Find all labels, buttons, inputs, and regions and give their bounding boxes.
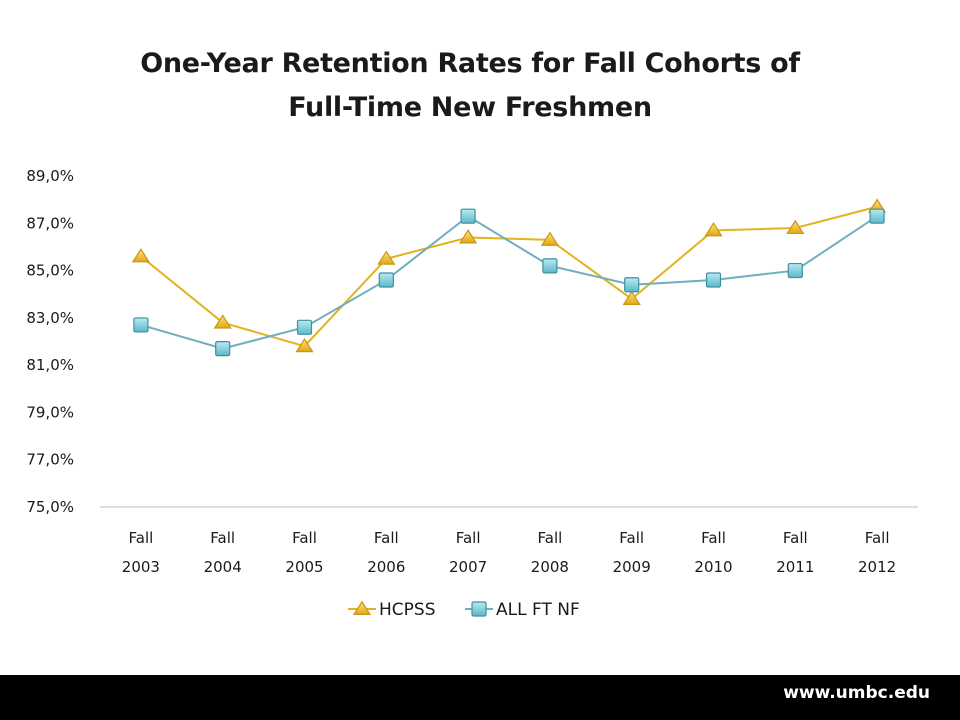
x-tick-label: 2003: [122, 558, 160, 576]
y-tick-label: 87,0%: [26, 214, 74, 232]
y-tick-label: 83,0%: [26, 309, 74, 327]
x-tick-label: 2008: [531, 558, 569, 576]
x-tick-label: Fall: [292, 529, 317, 547]
hcpss-point: [459, 229, 478, 244]
x-tick-label: Fall: [701, 529, 726, 547]
x-tick-label: 2010: [694, 558, 732, 576]
y-tick-label: 85,0%: [26, 262, 74, 280]
footer-url: www.umbc.edu: [783, 683, 930, 703]
hcpss-point: [540, 231, 559, 246]
x-tick-label: 2006: [367, 558, 405, 576]
hcpss-point: [377, 250, 396, 265]
x-tick-label: Fall: [374, 529, 399, 547]
y-tick-label: 81,0%: [26, 356, 74, 374]
chart-title-line-1: One-Year Retention Rates for Fall Cohort…: [140, 48, 800, 79]
series-line-all-ft-nf: [140, 214, 878, 350]
all-ft-nf-point: [133, 317, 149, 333]
hcpss-point: [295, 337, 314, 353]
all-ft-nf-point: [460, 208, 476, 224]
all-ft-nf-point: [869, 208, 885, 224]
legend-marker-hcpss: [352, 600, 372, 616]
all-ft-nf-point: [215, 340, 231, 357]
x-tick-label: Fall: [619, 529, 644, 547]
x-tick-label: Fall: [210, 529, 235, 547]
x-tick-label: Fall: [865, 529, 890, 547]
retention-line-chart: 75,0% 77,0% 79,0% 81,0% 83,0% 85,0% 87,0% 89,0%…: [26, 167, 918, 620]
footer-bar: www.umbc.edu: [0, 675, 960, 720]
x-tick-label: 2007: [449, 558, 487, 576]
x-tick-label: 2012: [858, 558, 896, 576]
x-tick-label: 2005: [285, 558, 323, 576]
chart-title-line-2: Full-Time New Freshmen: [288, 92, 652, 123]
all-ft-nf-point: [624, 277, 640, 293]
x-tick-label: Fall: [538, 529, 563, 547]
y-tick-label: 77,0%: [26, 451, 74, 469]
all-ft-nf-point: [705, 272, 722, 288]
x-tick-label: Fall: [456, 529, 481, 547]
legend-label-all-ft-nf: ALL FT NF: [496, 600, 580, 620]
y-tick-label: 75,0%: [26, 498, 74, 516]
hcpss-point: [622, 290, 641, 305]
all-ft-nf-point: [296, 319, 313, 335]
hcpss-point: [786, 219, 805, 235]
all-ft-nf-point: [378, 272, 394, 288]
x-tick-label: 2009: [613, 558, 651, 576]
x-tick-label: 2011: [776, 558, 814, 576]
x-tick-label: Fall: [129, 529, 154, 547]
y-tick-label: 79,0%: [26, 403, 74, 421]
all-ft-nf-point: [542, 258, 558, 274]
series-line-hcpss: [140, 205, 878, 348]
y-tick-label: 89,0%: [26, 167, 74, 185]
x-tick-label: 2004: [204, 558, 242, 576]
legend-label-hcpss: HCPSS: [379, 600, 436, 620]
legend-marker-all-ft-nf: [471, 601, 487, 617]
hcpss-point: [213, 314, 232, 329]
chart-title: One-Year Retention Rates for Fall Cohort…: [0, 42, 940, 130]
all-ft-nf-point: [787, 262, 803, 279]
hcpss-point: [704, 222, 723, 237]
x-tick-label: Fall: [783, 529, 808, 547]
hcpss-point: [131, 248, 150, 263]
